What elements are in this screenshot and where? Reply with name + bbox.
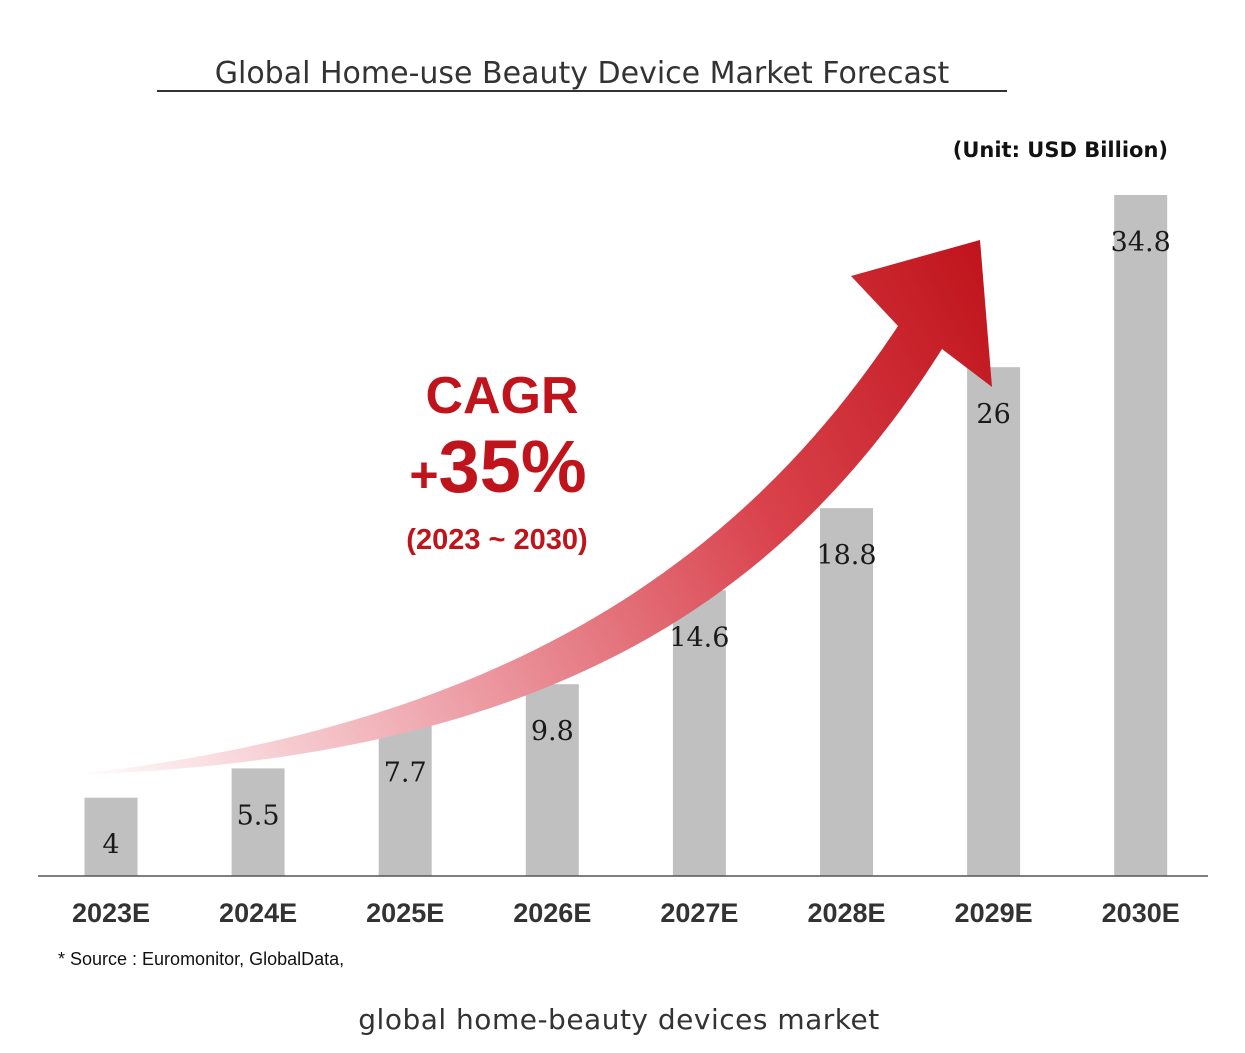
chart-caption: global home-beauty devices market [358, 1003, 879, 1036]
x-tick-group: 2023E 2024E 2025E 2026E 2027E 2028E 2029E 2030E [72, 898, 1180, 928]
bar-value-label: 4 [102, 830, 119, 861]
x-tick-label: 2026E [513, 898, 591, 928]
growth-arrow-icon [70, 240, 992, 775]
x-tick-label: 2025E [366, 898, 444, 928]
cagr-label: CAGR [425, 367, 578, 425]
unit-label: (Unit: USD Billion) [953, 138, 1168, 162]
cagr-value: +35% [409, 425, 586, 508]
bar-2023E [84, 797, 138, 876]
bar-2029E [967, 367, 1021, 876]
bar-2027E [672, 590, 726, 876]
chart-title: Global Home-use Beauty Device Market For… [215, 56, 950, 91]
bar-value-label: 9.8 [531, 716, 574, 747]
bar-value-label: 26 [976, 399, 1010, 430]
source-note: * Source : Euromonitor, GlobalData, [58, 949, 344, 969]
bar-2025E [378, 725, 432, 876]
x-tick-label: 2029E [955, 898, 1033, 928]
bar-group: 4 5.5 7.7 9.8 14.6 18.8 26 34.8 [84, 195, 1171, 876]
x-tick-label: 2023E [72, 898, 150, 928]
cagr-annotation: CAGR +35% (2023 ~ 2030) [406, 367, 587, 556]
bar-value-label: 18.8 [816, 540, 876, 571]
x-tick-label: 2030E [1102, 898, 1180, 928]
bar-2026E [525, 684, 579, 876]
bar-2028E [820, 508, 873, 876]
cagr-rate: 35% [439, 425, 587, 508]
x-tick-label: 2028E [807, 898, 885, 928]
bar-value-label: 34.8 [1111, 227, 1171, 258]
x-tick-label: 2027E [660, 898, 738, 928]
bar-value-label: 7.7 [384, 757, 427, 788]
bar-2024E [231, 768, 285, 876]
cagr-period: (2023 ~ 2030) [406, 524, 587, 556]
bar-value-label: 5.5 [237, 800, 280, 831]
x-tick-label: 2024E [219, 898, 297, 928]
cagr-plus: + [409, 447, 438, 503]
bar-value-label: 14.6 [669, 622, 729, 653]
bar-2030E [1114, 195, 1168, 876]
